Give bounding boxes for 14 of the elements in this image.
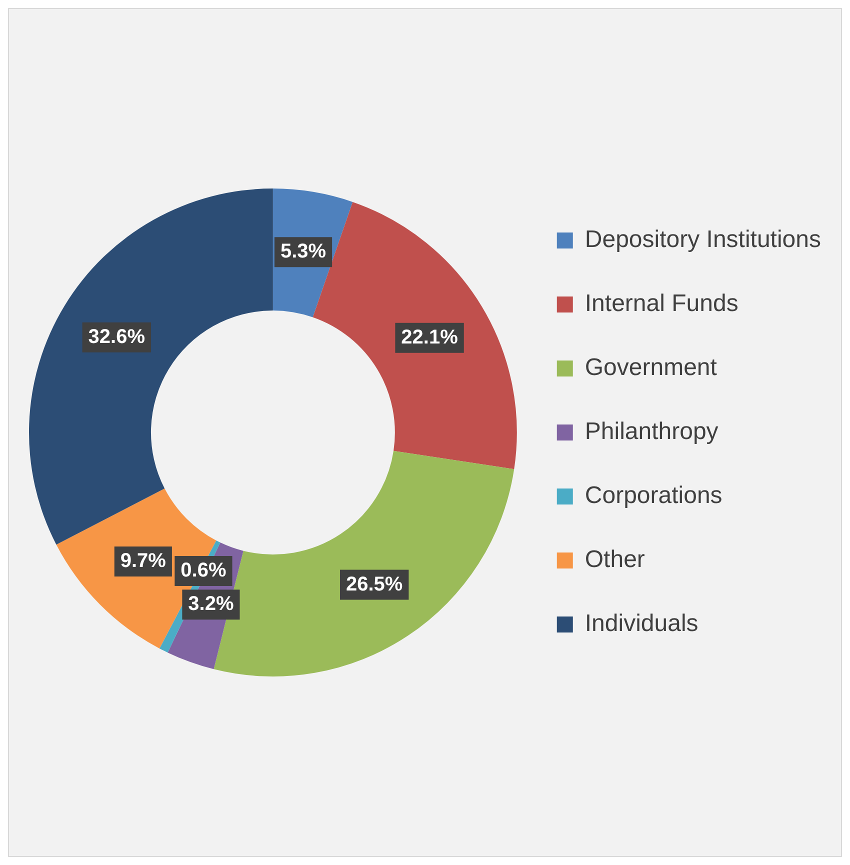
data-label: 0.6% xyxy=(180,560,226,582)
legend-label: Government xyxy=(584,354,718,382)
data-label: 5.3% xyxy=(280,240,326,263)
legend-label: Philanthropy xyxy=(584,418,718,446)
data-label: 22.1% xyxy=(401,326,458,348)
data-label: 9.7% xyxy=(120,550,166,572)
legend-label: Internal Funds xyxy=(584,290,738,318)
data-label: 32.6% xyxy=(88,326,146,348)
data-label: 3.2% xyxy=(188,593,234,616)
legend-label: Individuals xyxy=(584,610,698,638)
legend-label: Corporations xyxy=(584,482,722,510)
data-label: 26.5% xyxy=(346,573,403,596)
legend-label: Other xyxy=(584,546,645,574)
legend-label: Depository Institutions xyxy=(584,226,821,254)
